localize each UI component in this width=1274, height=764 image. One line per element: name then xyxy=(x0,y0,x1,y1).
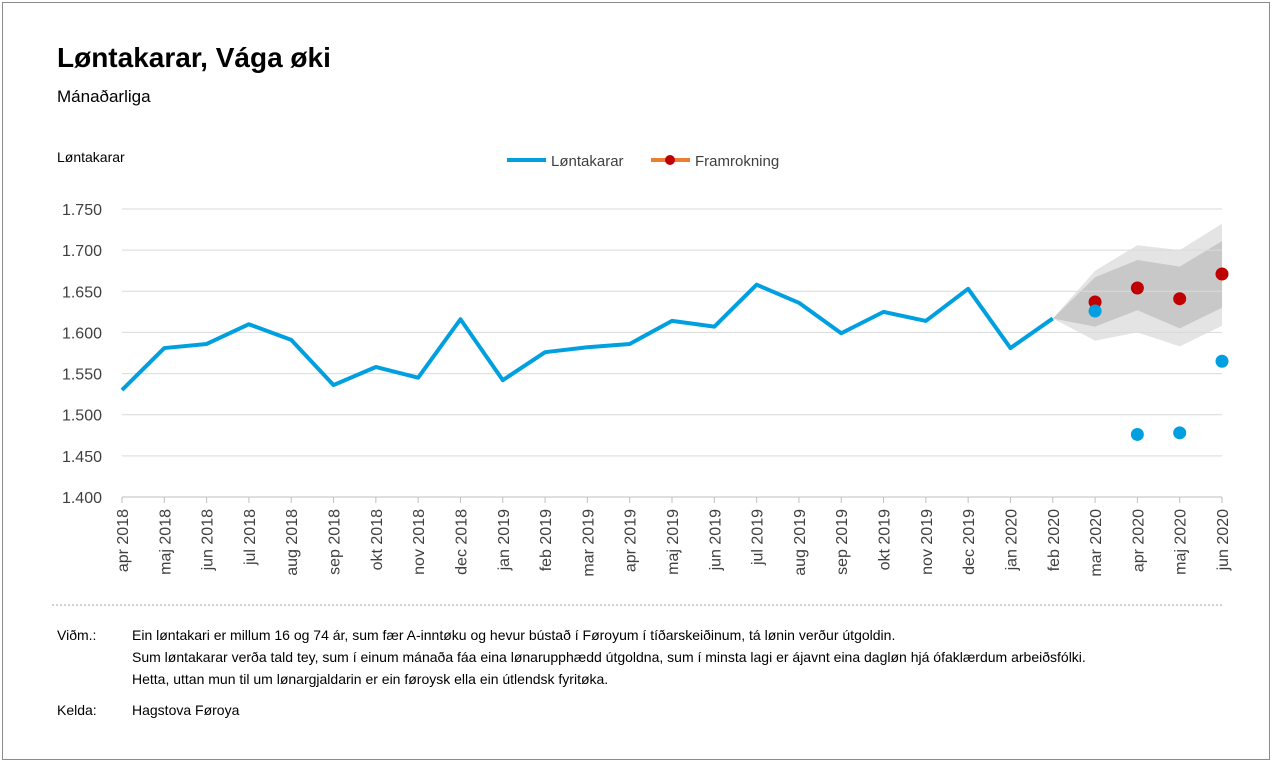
legend-label-framrokning: Framrokning xyxy=(695,153,779,170)
x-tick-label: jul 2019 xyxy=(750,509,767,566)
x-tick-label: apr 2020 xyxy=(1130,509,1147,572)
chart-title: Løntakarar, Vága øki xyxy=(57,42,331,73)
x-tick-label: maj 2018 xyxy=(157,509,174,575)
x-tick-label: jun 2019 xyxy=(707,509,724,571)
source-label: Kelda: xyxy=(57,702,97,718)
y-tick-label: 1.700 xyxy=(62,243,102,260)
y-tick-label: 1.400 xyxy=(62,490,102,507)
series-line-lontakarar xyxy=(120,282,1054,392)
x-tick-label: maj 2020 xyxy=(1173,509,1190,575)
note-line-1: Ein løntakari er millum 16 og 74 ár, sum… xyxy=(132,627,896,643)
x-tick-label: mar 2020 xyxy=(1088,509,1105,577)
source-block: Kelda: Hagstova Føroya xyxy=(57,702,239,718)
x-tick-label: jun 2020 xyxy=(1215,509,1232,571)
x-tick-label: jul 2018 xyxy=(242,509,259,566)
actual-point xyxy=(1130,427,1144,441)
actual-point xyxy=(1173,426,1187,440)
actual-point xyxy=(1215,354,1229,368)
x-tick-label: apr 2018 xyxy=(115,509,132,572)
x-tick-label: aug 2018 xyxy=(284,509,301,576)
x-tick-label: okt 2019 xyxy=(877,509,894,570)
x-tick-label: nov 2019 xyxy=(919,509,936,575)
x-tick-label: sep 2018 xyxy=(327,509,344,575)
x-tick-label: dec 2019 xyxy=(961,509,978,575)
series-layer xyxy=(120,267,1229,441)
tick-labels: 1.400 1.450 1.500 1.550 1.600 1.650 1.700 1.750… xyxy=(62,202,1232,577)
chart-subtitle: Mánaðarliga xyxy=(57,87,151,106)
forecast-point xyxy=(1215,267,1229,281)
x-tick-label: feb 2019 xyxy=(538,509,555,571)
x-tick-label: mar 2019 xyxy=(580,509,597,577)
y-tick-label: 1.550 xyxy=(62,367,102,384)
x-tick-label: aug 2019 xyxy=(792,509,809,576)
legend-label-lontakarar: Løntakarar xyxy=(551,153,624,170)
forecast-point xyxy=(1173,292,1187,306)
legend: Løntakarar Framrokning xyxy=(507,153,779,170)
y-tick-label: 1.450 xyxy=(62,449,102,466)
x-tick-label: jan 2019 xyxy=(496,509,513,571)
x-tick-label: nov 2018 xyxy=(411,509,428,575)
note-line-2: Sum løntakarar verða tald tey, sum í ein… xyxy=(132,649,1086,665)
y-tick-label: 1.750 xyxy=(62,202,102,219)
x-tick-label: maj 2019 xyxy=(665,509,682,575)
source-value: Hagstova Føroya xyxy=(132,702,240,718)
y-axis-label: Løntakarar xyxy=(57,149,125,165)
forecast-point xyxy=(1088,295,1102,309)
forecast-point xyxy=(1130,281,1144,295)
note-line-3: Hetta, uttan mun til um lønargjaldarin e… xyxy=(132,671,609,687)
legend-swatch-framrokning-dot xyxy=(665,155,675,165)
y-tick-label: 1.600 xyxy=(62,325,102,342)
x-tick-label: jan 2020 xyxy=(1003,509,1020,571)
x-tick-label: sep 2019 xyxy=(834,509,851,575)
y-tick-label: 1.650 xyxy=(62,284,102,301)
x-tick-label: dec 2018 xyxy=(453,509,470,575)
notes-label: Viðm.: xyxy=(57,627,97,643)
x-tick-label: feb 2020 xyxy=(1046,509,1063,571)
x-tick-label: okt 2018 xyxy=(369,509,386,570)
notes-text: Ein løntakari er millum 16 og 74 ár, sum… xyxy=(132,624,1232,690)
y-tick-label: 1.500 xyxy=(62,408,102,425)
gridlines xyxy=(122,208,1222,498)
actual-point xyxy=(1088,304,1102,318)
x-axis xyxy=(121,497,1223,503)
x-tick-label: jun 2018 xyxy=(200,509,217,571)
x-tick-label: apr 2019 xyxy=(623,509,640,572)
